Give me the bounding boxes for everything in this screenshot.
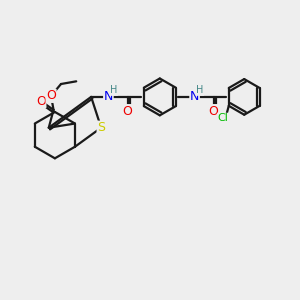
Text: O: O (36, 94, 46, 107)
Text: H: H (196, 85, 204, 95)
Text: O: O (208, 105, 218, 118)
Text: H: H (110, 85, 117, 95)
Text: O: O (122, 105, 132, 118)
Text: O: O (46, 89, 56, 102)
Text: S: S (97, 121, 105, 134)
Text: N: N (190, 90, 199, 104)
Text: Cl: Cl (218, 113, 228, 123)
Text: N: N (104, 90, 113, 104)
